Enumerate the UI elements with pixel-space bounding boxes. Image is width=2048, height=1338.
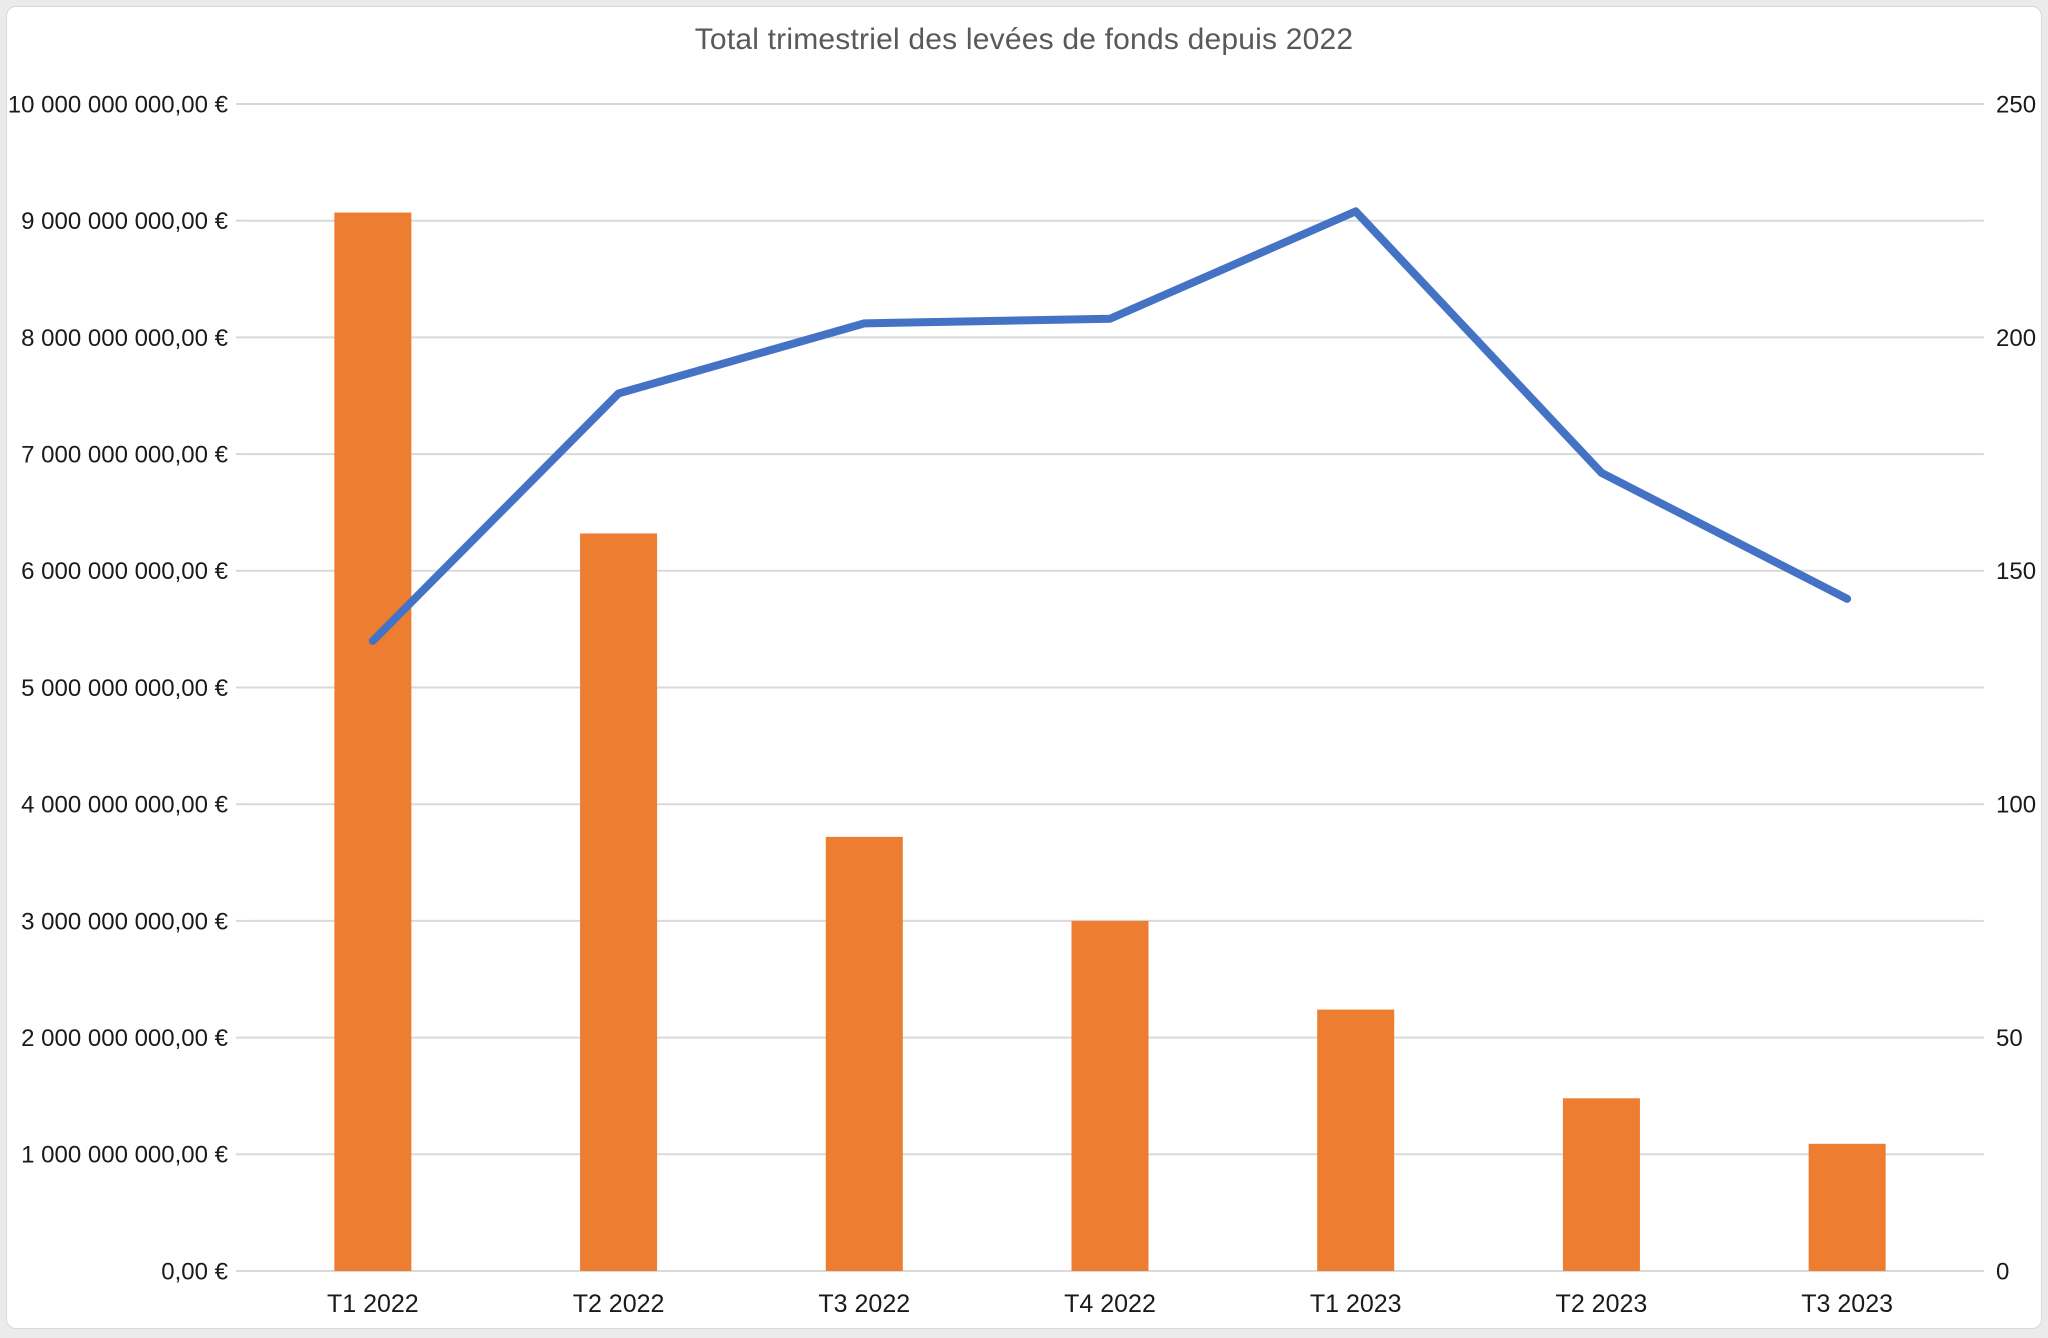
left-axis-tick-label: 6 000 000 000,00 € [21, 558, 229, 585]
x-axis-category-label: T1 2023 [1310, 1290, 1402, 1318]
bar-t3-2023 [1808, 1143, 1886, 1271]
left-axis-tick-label: 8 000 000 000,00 € [21, 325, 229, 352]
x-axis-category-label: T3 2022 [818, 1290, 910, 1318]
bar-t4-2022 [1071, 920, 1149, 1271]
right-axis-tick-label: 50 [1996, 1025, 2023, 1052]
left-axis-tick-label: 5 000 000 000,00 € [21, 675, 229, 702]
left-axis-tick-label: 4 000 000 000,00 € [21, 792, 229, 819]
left-axis-tick-label: 9 000 000 000,00 € [21, 208, 229, 235]
right-axis-tick-label: 100 [1996, 792, 2036, 819]
left-axis-tick-label: 0,00 € [161, 1258, 228, 1285]
line-series [368, 207, 1852, 645]
bar-t3-2022 [825, 836, 903, 1271]
right-axis-tick-label: 150 [1996, 558, 2036, 585]
left-axis-tick-label: 2 000 000 000,00 € [21, 1025, 229, 1052]
bar-t2-2023 [1562, 1098, 1640, 1271]
right-axis-tick-label: 0 [1996, 1258, 2009, 1285]
x-axis-category-label: T2 2022 [573, 1290, 665, 1318]
right-axis-tick-label: 200 [1996, 325, 2036, 352]
bar-t2-2022 [580, 533, 658, 1271]
chart-title: Total trimestriel des levées de fonds de… [694, 23, 1354, 56]
right-axis-tick-label: 250 [1996, 91, 2036, 118]
left-axis-tick-label: 1 000 000 000,00 € [21, 1142, 229, 1169]
x-axis-category-label: T1 2022 [327, 1290, 419, 1318]
left-axis-tick-label: 10 000 000 000,00 € [8, 91, 229, 118]
x-axis-category-label: T2 2023 [1556, 1290, 1648, 1318]
bar-t1-2022 [334, 212, 412, 1271]
x-axis-category-label: T4 2022 [1064, 1290, 1156, 1318]
x-axis-category-label: T3 2023 [1801, 1290, 1893, 1318]
left-axis-tick-label: 7 000 000 000,00 € [21, 442, 229, 469]
bar-t1-2023 [1317, 1009, 1395, 1271]
left-axis-tick-label: 3 000 000 000,00 € [21, 908, 229, 935]
